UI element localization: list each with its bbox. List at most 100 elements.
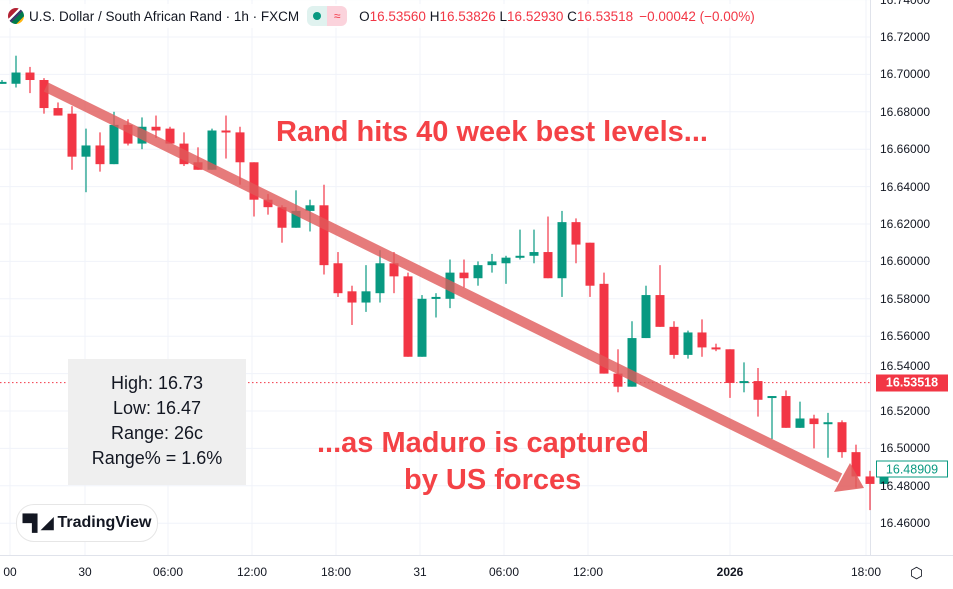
candle bbox=[361, 265, 371, 312]
candle bbox=[431, 293, 441, 318]
candle-body bbox=[25, 72, 35, 81]
candle bbox=[207, 128, 217, 170]
candle-body bbox=[165, 128, 175, 144]
candle bbox=[235, 126, 245, 185]
candle-body bbox=[67, 113, 77, 157]
candle-body bbox=[739, 381, 749, 384]
candle bbox=[711, 343, 721, 352]
candle-body bbox=[725, 349, 735, 383]
candle bbox=[25, 66, 35, 94]
candle-body bbox=[53, 108, 63, 116]
candle bbox=[809, 414, 819, 449]
candle bbox=[837, 420, 847, 458]
legend-header: U.S. Dollar / South African Rand · 1h · … bbox=[8, 4, 755, 28]
candle bbox=[151, 115, 161, 138]
current-price-label: 16.48909 bbox=[876, 460, 948, 478]
candle bbox=[781, 390, 791, 428]
delayed-data-icon: ≈ bbox=[327, 6, 348, 26]
candle-body bbox=[263, 199, 273, 208]
price-tick-label: 16.60000 bbox=[880, 254, 931, 269]
candle bbox=[95, 132, 105, 172]
candle-body bbox=[109, 124, 119, 165]
symbol-title[interactable]: U.S. Dollar / South African Rand · 1h · … bbox=[29, 8, 300, 24]
candle-body bbox=[291, 210, 301, 228]
candle bbox=[655, 265, 665, 327]
time-tick-label: 00 bbox=[3, 565, 17, 579]
info-range: Range: 26c bbox=[110, 423, 204, 443]
info-low: Low: 16.47 bbox=[112, 398, 202, 418]
logo-text: TradingView bbox=[57, 514, 152, 531]
candle bbox=[725, 349, 735, 398]
candle-body bbox=[319, 205, 329, 266]
price-tick-label: 16.68000 bbox=[880, 104, 931, 119]
candle-body bbox=[711, 347, 721, 350]
price-tick-label: 16.48000 bbox=[880, 478, 931, 493]
caption-annotation-line2: by US forces bbox=[404, 464, 582, 496]
settings-gear-icon[interactable]: ⬡ bbox=[910, 565, 924, 582]
candle bbox=[795, 401, 805, 428]
candle-body bbox=[0, 81, 7, 84]
candle bbox=[0, 80, 7, 84]
candle bbox=[81, 128, 91, 193]
status-pill[interactable]: ≈ bbox=[307, 6, 348, 26]
candle bbox=[641, 285, 651, 339]
candle bbox=[739, 362, 749, 393]
candle-body bbox=[95, 145, 105, 165]
candle-body bbox=[809, 418, 819, 425]
headline-annotation: Rand hits 40 week best levels... bbox=[276, 116, 708, 148]
candle-body bbox=[795, 418, 805, 428]
candle-body bbox=[277, 207, 287, 228]
candle-body bbox=[235, 132, 245, 163]
candle-body bbox=[627, 338, 637, 387]
candle-body bbox=[39, 80, 49, 109]
candle bbox=[319, 184, 329, 275]
price-tick-label: 16.62000 bbox=[880, 217, 931, 231]
candle-body bbox=[837, 422, 847, 453]
candle bbox=[277, 205, 287, 243]
candle-body bbox=[683, 332, 693, 355]
candle-body bbox=[529, 252, 539, 256]
candle-body bbox=[851, 452, 861, 477]
candle-body bbox=[459, 272, 469, 279]
candle-body bbox=[865, 476, 875, 484]
candle-body bbox=[81, 145, 91, 157]
candle-body bbox=[123, 124, 133, 144]
candle-body bbox=[431, 296, 441, 299]
candle bbox=[347, 285, 357, 325]
candle-body bbox=[361, 291, 371, 303]
close-value: 16.53518 bbox=[576, 8, 634, 24]
time-tick-label: 18:00 bbox=[850, 565, 882, 579]
time-tick-label: 06:00 bbox=[488, 565, 520, 579]
time-tick-label: 2026 bbox=[716, 565, 744, 579]
tradingview-logo[interactable]: ▀▌◢ TradingView bbox=[16, 504, 158, 542]
candle bbox=[571, 218, 581, 264]
price-tick-label: 16.56000 bbox=[880, 329, 931, 344]
candle-body bbox=[221, 130, 231, 133]
candle bbox=[53, 102, 63, 116]
candle bbox=[683, 330, 693, 359]
ohlc-values: O16.53560 H16.53826 L16.52930 C16.53518 bbox=[359, 9, 633, 24]
trend-arrow-head bbox=[834, 463, 864, 492]
usdzar-flag-icon bbox=[8, 8, 24, 24]
candle bbox=[669, 321, 679, 359]
tradingview-mark-icon: ▀▌◢ bbox=[22, 515, 54, 532]
candle bbox=[11, 55, 21, 88]
price-tick-label: 16.54000 bbox=[880, 358, 931, 373]
candle-body bbox=[823, 422, 833, 425]
candle bbox=[585, 242, 595, 297]
candle bbox=[221, 115, 231, 159]
low-value: 16.52930 bbox=[507, 8, 564, 24]
candle-body bbox=[781, 396, 791, 428]
candle-body bbox=[11, 72, 21, 84]
candle bbox=[865, 470, 875, 511]
candle bbox=[529, 229, 539, 264]
open-value: 16.53560 bbox=[369, 8, 426, 24]
price-tick-label: 16.50000 bbox=[880, 441, 931, 456]
candle bbox=[459, 259, 469, 288]
candle bbox=[487, 253, 497, 273]
price-tick-label: 16.58000 bbox=[880, 291, 931, 306]
candle bbox=[417, 295, 427, 357]
candle-body bbox=[655, 295, 665, 327]
time-tick-label: 06:00 bbox=[152, 565, 184, 579]
